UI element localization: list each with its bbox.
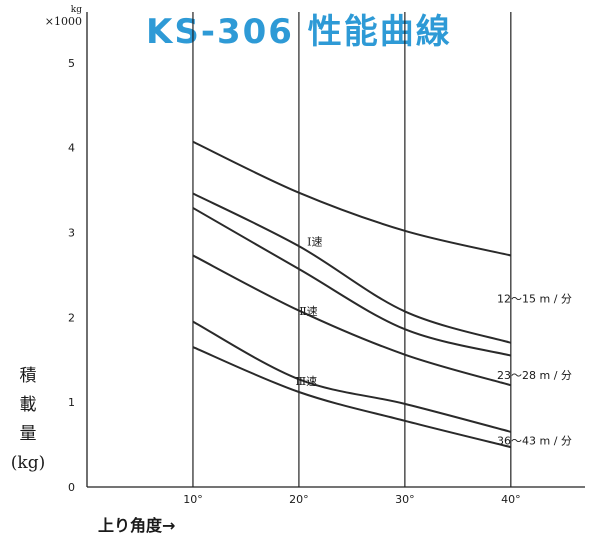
series-line [192,346,512,449]
gear-annotation: Ⅱ速 [299,305,317,318]
y-label-char: 積 [19,366,37,386]
speed-label: 23～28 m / 分 [497,369,572,382]
x-tick-label: 10° [183,493,203,506]
y-tick-label: 1 [68,396,75,409]
y-label-char: 量 [19,424,37,444]
gear-annotation: Ⅰ速 [307,235,322,248]
y-label-char: 載 [19,395,37,415]
x-tick-label: 40° [501,493,521,506]
y-unit-multiplier: ×1000 [44,15,82,28]
y-label-char: (kg) [10,453,46,473]
x-axis-label: 上り角度→ [98,516,176,535]
y-tick-label: 5 [68,57,75,70]
series-line [192,320,512,433]
speed-label: 36～43 m / 分 [497,434,572,447]
y-axis-label: 積 載 量 (kg) [10,362,46,478]
gear-annotation: Ⅲ速 [296,375,318,388]
series-line [192,254,512,387]
y-unit-kg: kg [70,5,82,15]
x-tick-label: 20° [289,493,309,506]
y-tick-label: 3 [68,227,75,240]
series-line [192,207,512,357]
y-axis-unit: kg ×1000 [40,4,82,28]
chart-title: KS-306 性能曲線 [146,12,452,52]
y-tick-label: 0 [68,481,75,494]
series-line [192,192,512,344]
y-tick-label: 2 [68,311,75,324]
speed-label: 12～15 m / 分 [497,293,572,306]
y-tick-label: 4 [68,142,75,155]
series-line [192,140,512,257]
x-tick-label: 30° [395,493,415,506]
